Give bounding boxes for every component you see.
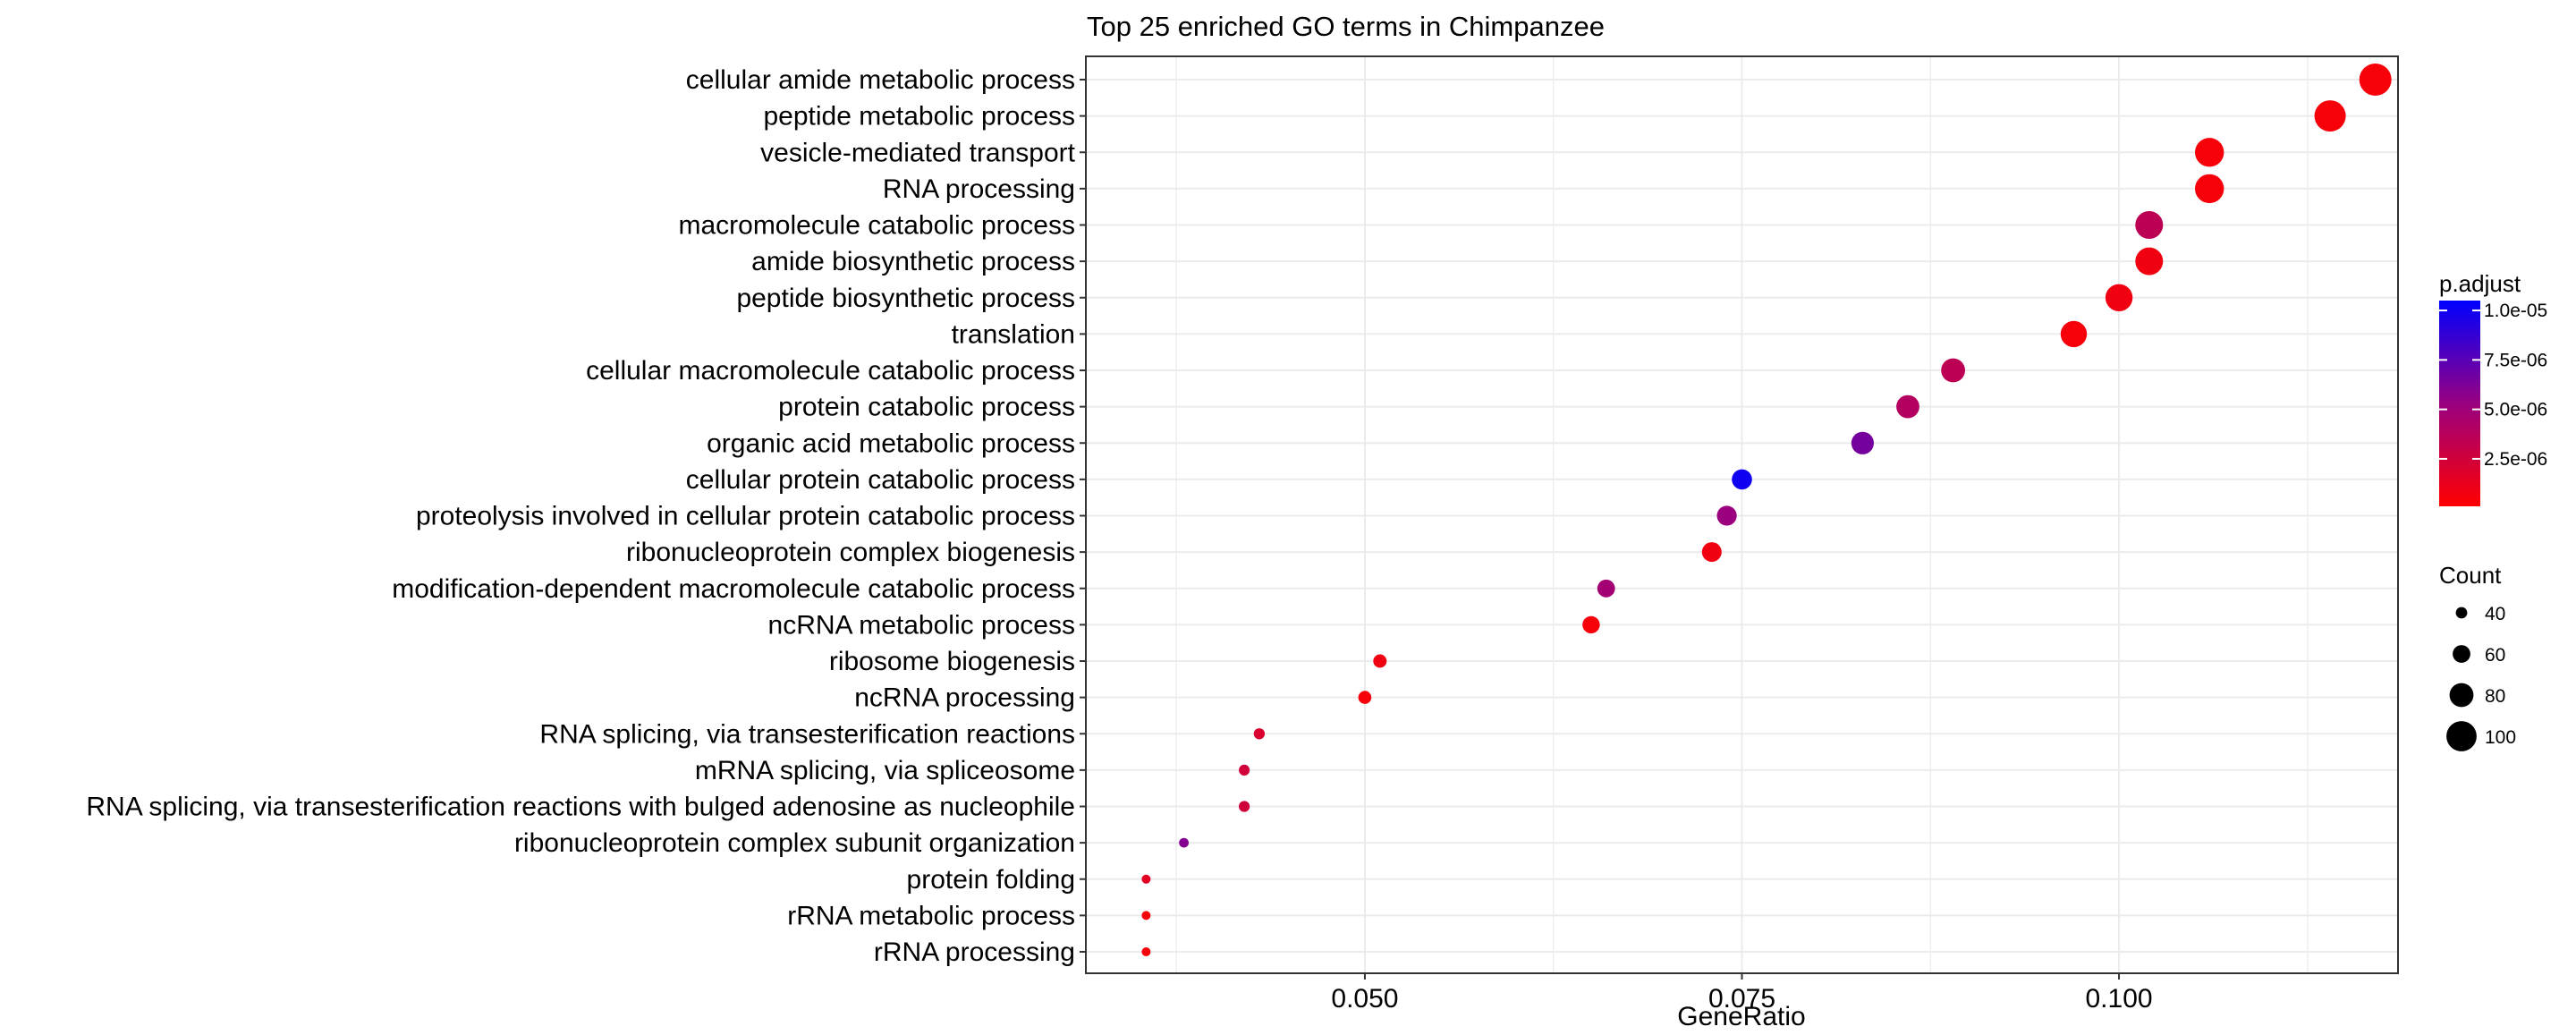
size-legend-key — [2446, 721, 2477, 751]
y-tick-label: RNA splicing, via transesterification re… — [539, 719, 1075, 749]
size-legend-label: 80 — [2485, 686, 2505, 707]
y-tick-label: cellular macromolecule catabolic process — [586, 356, 1075, 386]
data-point — [2195, 174, 2224, 204]
size-legend-key — [2449, 683, 2474, 708]
size-legend-title: Count — [2439, 562, 2502, 589]
size-legend-label: 100 — [2485, 727, 2516, 748]
y-tick-label: RNA splicing, via transesterification re… — [86, 793, 1075, 822]
x-tick-label: 0.100 — [2086, 984, 2153, 1014]
x-tick-label: 0.050 — [1331, 984, 1398, 1014]
size-legend-key — [2455, 607, 2468, 619]
data-point — [1851, 431, 1874, 454]
x-tick-label: 0.075 — [1708, 984, 1775, 1014]
y-tick-label: proteolysis involved in cellular protein… — [416, 502, 1075, 531]
data-point — [1141, 911, 1151, 920]
data-point — [1941, 358, 1966, 383]
y-tick-label: peptide biosynthetic process — [736, 284, 1075, 313]
color-legend-ticks: 1.0e-05 7.5e-06 5.0e-06 2.5e-06 — [2439, 301, 2547, 470]
y-tick-label: modification-dependent macromolecule cat… — [392, 574, 1075, 604]
y-axis: cellular amide metabolic process peptide … — [86, 65, 1086, 967]
y-tick-label: ncRNA processing — [854, 683, 1075, 713]
y-tick-label: macromolecule catabolic process — [678, 211, 1075, 241]
y-tick-label: peptide metabolic process — [763, 102, 1075, 131]
data-point — [2105, 284, 2133, 311]
points-layer — [1141, 64, 2392, 956]
size-legend-label: 60 — [2485, 645, 2505, 666]
color-legend-tick-label: 7.5e-06 — [2484, 350, 2547, 370]
data-point — [1373, 654, 1387, 668]
size-legend-key — [2453, 645, 2470, 663]
y-tick-label: mRNA splicing, via spliceosome — [695, 756, 1075, 785]
y-tick-label: ribonucleoprotein complex biogenesis — [626, 538, 1075, 567]
data-point — [1239, 801, 1250, 812]
color-legend-tick-label: 1.0e-05 — [2484, 301, 2547, 321]
data-point — [2135, 247, 2164, 276]
data-point — [1896, 394, 1919, 419]
y-tick-label: protein folding — [907, 865, 1075, 895]
chart-title: Top 25 enriched GO terms in Chimpanzee — [1087, 11, 1605, 42]
grid-layer — [1086, 56, 2398, 973]
y-tick-label: ncRNA metabolic process — [768, 610, 1075, 640]
data-point — [1582, 615, 1600, 634]
y-tick-label: organic acid metabolic process — [707, 428, 1075, 458]
y-tick-label: translation — [952, 319, 1075, 349]
data-point — [2314, 100, 2346, 132]
color-legend-bar — [2439, 301, 2480, 506]
y-tick-label: RNA processing — [883, 174, 1075, 204]
y-tick-label: protein catabolic process — [778, 393, 1075, 422]
color-legend: p.adjust 1.0e-05 7.5e-06 5.0e-06 2.5e-06 — [2439, 270, 2547, 506]
data-point — [1239, 764, 1250, 776]
data-point — [2359, 64, 2392, 96]
y-tick-label: cellular amide metabolic process — [686, 65, 1075, 95]
size-legend-entries: 40 60 80 100 — [2446, 604, 2516, 751]
color-legend-tick-label: 5.0e-06 — [2484, 400, 2547, 420]
data-point — [1358, 691, 1372, 704]
y-tick-label: cellular protein catabolic process — [686, 465, 1075, 495]
data-point — [1716, 505, 1737, 526]
data-point — [1701, 542, 1722, 563]
y-tick-label: ribonucleoprotein complex subunit organi… — [514, 828, 1075, 858]
y-tick-label: ribosome biogenesis — [829, 647, 1075, 676]
y-tick-label: amide biosynthetic process — [751, 247, 1075, 276]
x-axis-title: GeneRatio — [1677, 1002, 1805, 1031]
data-point — [2135, 211, 2164, 239]
y-tick-label: rRNA processing — [874, 937, 1075, 967]
data-point — [1597, 579, 1615, 598]
data-point — [1179, 837, 1189, 848]
data-point — [1141, 874, 1151, 884]
color-legend-tick-label: 2.5e-06 — [2484, 449, 2547, 470]
x-axis: 0.050 0.075 0.100 — [1331, 973, 2153, 1014]
y-tick-label: vesicle-mediated transport — [760, 138, 1075, 167]
size-legend-label: 40 — [2485, 604, 2505, 624]
data-point — [1253, 728, 1266, 740]
size-legend: Count 40 60 80 100 — [2439, 562, 2516, 751]
color-legend-title: p.adjust — [2439, 270, 2521, 297]
data-point — [2060, 320, 2088, 348]
data-point — [2195, 138, 2224, 167]
data-point — [1141, 947, 1151, 956]
data-point — [1732, 469, 1752, 490]
y-tick-label: rRNA metabolic process — [787, 901, 1075, 930]
